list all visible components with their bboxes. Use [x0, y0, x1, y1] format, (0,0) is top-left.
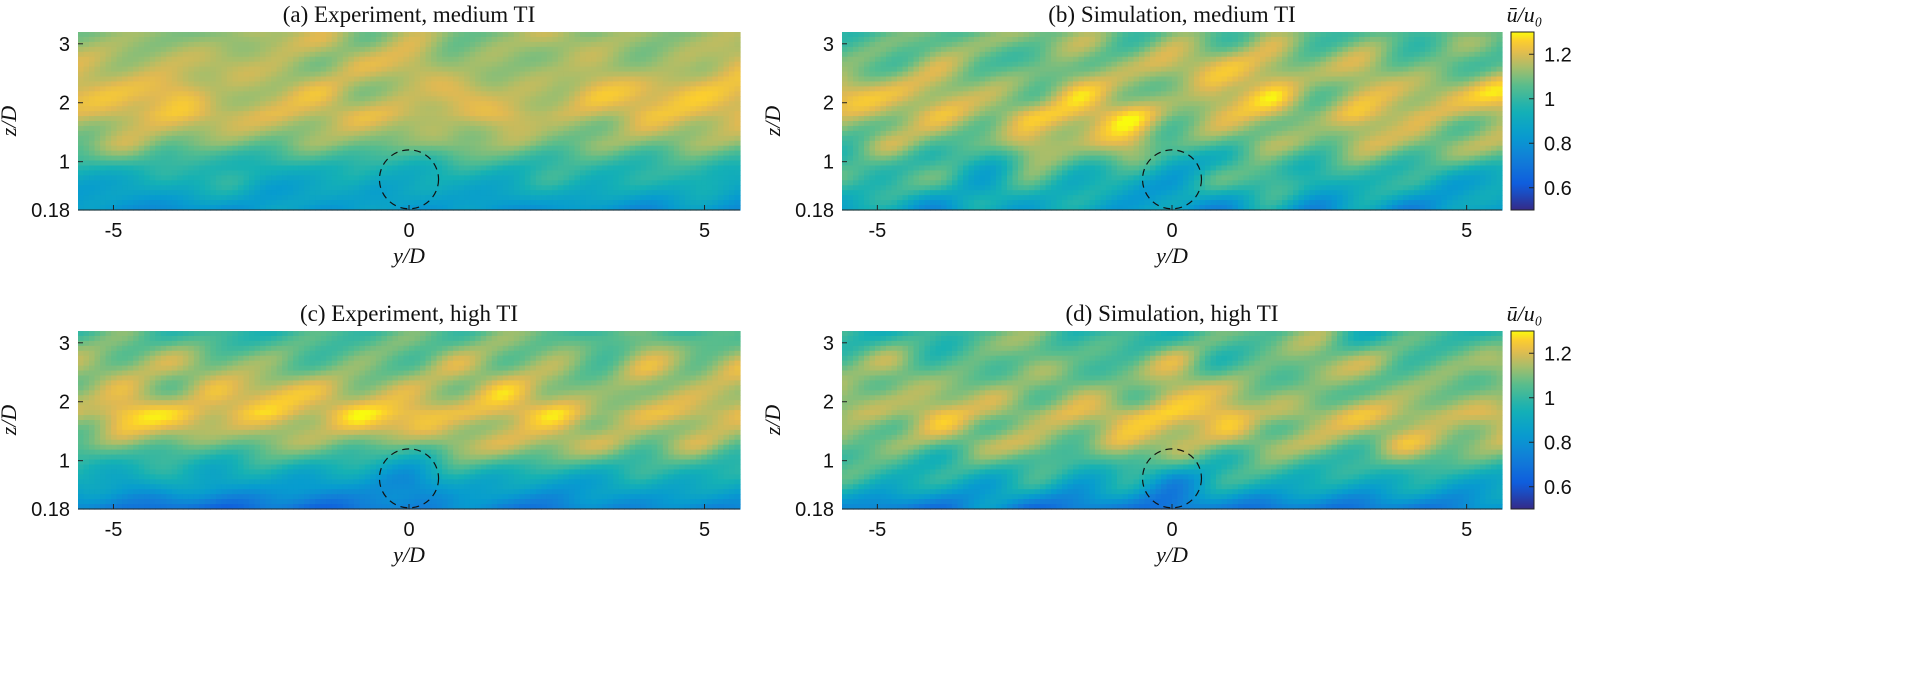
y-tick-label: 2 — [59, 93, 70, 115]
colorbar: 0.6 0.8 1 1.2ū/u₀ — [1507, 2, 1572, 211]
colorbar-label: ū/u₀ — [1507, 2, 1543, 27]
y-tick-label: 1 — [59, 152, 70, 174]
panel-d: (d) Simulation, high TI -5 0 5 0.18 1 2 3 y/D z/D — [760, 301, 1503, 567]
x-tick-label: 0 — [403, 220, 414, 242]
x-tick-label: -5 — [868, 519, 886, 541]
y-tick-label: 2 — [59, 392, 70, 414]
x-tick-label: 0 — [403, 519, 414, 541]
heatmap-field — [842, 331, 1503, 510]
heatmap-field — [78, 331, 741, 510]
rotor-outline — [378, 149, 440, 210]
y-axis-label: z/D — [760, 405, 785, 437]
x-tick-label: 0 — [1166, 519, 1177, 541]
x-tick-label: 0 — [1166, 220, 1177, 242]
y-tick-label: 3 — [59, 34, 70, 56]
panel-title: (b) Simulation, medium TI — [1048, 2, 1295, 27]
colorbar-tick-label: 1 — [1544, 89, 1555, 111]
y-tick-label: 3 — [823, 333, 834, 355]
colorbar-tick-label: 1.2 — [1544, 44, 1572, 66]
colorbar-tick-label: 0.8 — [1544, 133, 1572, 155]
panel-a: (a) Experiment, medium TI -5 0 5 0.18 1 2 3 y/D z… — [0, 2, 741, 268]
x-tick-label: 5 — [1461, 220, 1472, 242]
colorbar: 0.6 0.8 1 1.2ū/u₀ — [1507, 301, 1572, 510]
colorbar-tick-label: 0.6 — [1544, 178, 1572, 200]
x-tick-label: 5 — [699, 220, 710, 242]
panel-b: (b) Simulation, medium TI -5 0 5 0.18 1 2 3 y/D z… — [760, 2, 1503, 268]
x-tick-label: -5 — [868, 220, 886, 242]
y-tick-label: 2 — [823, 392, 834, 414]
rotor-outline — [1141, 448, 1203, 509]
colorbar-tick-label: 0.6 — [1544, 477, 1572, 499]
colorbar-tick-label: 0.8 — [1544, 432, 1572, 454]
x-tick-label: 5 — [699, 519, 710, 541]
y-axis-label: z/D — [0, 405, 21, 437]
colorbar-label: ū/u₀ — [1507, 301, 1543, 326]
colorbar-gradient — [1510, 31, 1535, 211]
heatmap-field — [78, 32, 741, 211]
y-tick-label: 1 — [59, 451, 70, 473]
y-axis-label: z/D — [760, 106, 785, 138]
y-tick-label: 1 — [823, 451, 834, 473]
y-tick-label: 3 — [823, 34, 834, 56]
heatmap-field — [842, 32, 1503, 211]
y-tick-label: 3 — [59, 333, 70, 355]
x-tick-label: 5 — [1461, 519, 1472, 541]
panel-title: (a) Experiment, medium TI — [283, 2, 536, 27]
x-axis-label: y/D — [1154, 542, 1188, 567]
y-axis-label: z/D — [0, 106, 21, 138]
colorbar-tick-label: 1.2 — [1544, 343, 1572, 365]
y-tick-label: 1 — [823, 152, 834, 174]
y-tick-label: 0.18 — [795, 200, 834, 222]
x-tick-label: -5 — [105, 220, 123, 242]
rotor-outline — [378, 448, 440, 509]
colorbar-gradient — [1510, 330, 1535, 510]
panel-title: (c) Experiment, high TI — [300, 301, 518, 326]
x-axis-label: y/D — [1154, 243, 1188, 268]
panel-title: (d) Simulation, high TI — [1066, 301, 1279, 326]
x-axis-label: y/D — [391, 243, 425, 268]
colorbar-tick-label: 1 — [1544, 388, 1555, 410]
y-tick-label: 0.18 — [795, 499, 834, 521]
y-tick-label: 0.18 — [31, 200, 70, 222]
rotor-outline — [1141, 149, 1203, 210]
y-tick-label: 0.18 — [31, 499, 70, 521]
panel-c: (c) Experiment, high TI -5 0 5 0.18 1 2 3 y/D z/D — [0, 301, 741, 567]
x-axis-label: y/D — [391, 542, 425, 567]
x-tick-label: -5 — [105, 519, 123, 541]
y-tick-label: 2 — [823, 93, 834, 115]
